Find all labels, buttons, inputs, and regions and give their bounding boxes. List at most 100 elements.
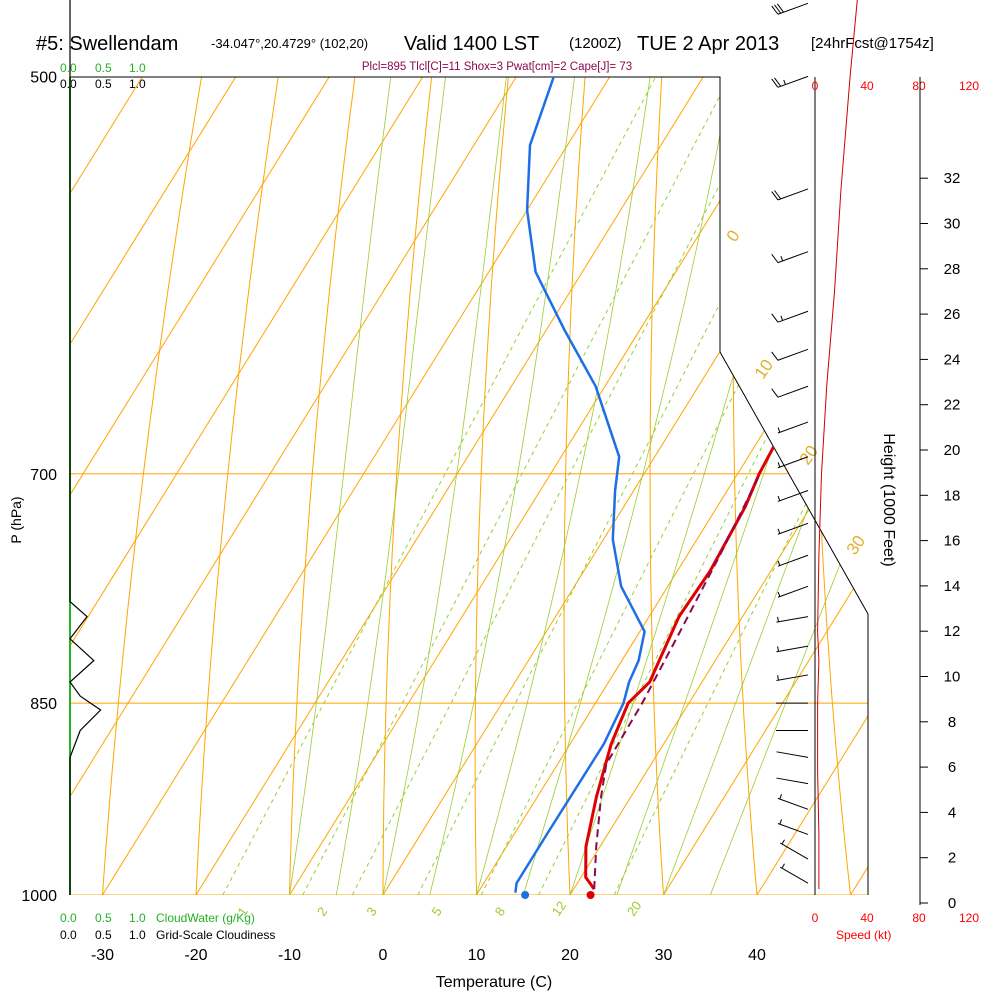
cloud-scale-bottom: 0.0 0.5 1.0 CloudWater (g/Kg) 0.0 0.5 1.… bbox=[60, 911, 275, 942]
wind-barb-staff bbox=[776, 777, 809, 785]
mixing-ratio-label: 3 bbox=[363, 904, 379, 919]
wind-barb-half-flag bbox=[783, 79, 786, 85]
temperature-tick-label: 20 bbox=[561, 947, 579, 964]
wind-barb-staff bbox=[780, 866, 809, 884]
height-tick-label: 24 bbox=[944, 351, 961, 368]
speed-top-tick-0: 0 bbox=[812, 79, 819, 93]
wind-barb-staff bbox=[777, 823, 809, 835]
moist-adiabat-line bbox=[289, 77, 519, 895]
forecast-tag: [24hrFcst@1754z] bbox=[811, 35, 934, 52]
cloudwater-label: CloudWater (g/Kg) bbox=[156, 911, 255, 925]
wind-barb bbox=[777, 794, 809, 810]
pressure-tick-label: 700 bbox=[30, 467, 57, 484]
temperature-tick-label: 40 bbox=[748, 947, 766, 964]
cloud-scale-top: 0.0 0.5 1.0 0.0 0.5 1.0 bbox=[60, 61, 146, 91]
moist-adiabat-line bbox=[476, 77, 763, 895]
wind-barb-flag bbox=[774, 190, 782, 200]
height-tick-label: 14 bbox=[944, 578, 961, 595]
wind-barb bbox=[771, 310, 809, 323]
isotherm-line bbox=[70, 77, 277, 895]
wind-barb bbox=[776, 751, 809, 758]
speed-profile-line bbox=[817, 0, 858, 890]
chart-header: #5: Swellendam -34.047°,20.4729° (102,20… bbox=[36, 33, 934, 73]
height-tick-label: 18 bbox=[944, 487, 961, 504]
cloud-water-line bbox=[69, 0, 102, 895]
wind-barb-flag bbox=[774, 4, 782, 14]
wind-barb-staff bbox=[777, 585, 809, 598]
mixing-ratio-line bbox=[302, 77, 868, 895]
cloudwater-tick-2: 1.0 bbox=[129, 911, 146, 925]
isotherm-line bbox=[70, 77, 651, 895]
wind-barb-half-flag bbox=[779, 819, 782, 825]
wind-barb-half-flag bbox=[777, 646, 779, 652]
wind-barb bbox=[777, 819, 809, 835]
parcel-trace bbox=[593, 473, 761, 890]
zulu-time: (1200Z) bbox=[569, 35, 622, 52]
wind-barb bbox=[776, 777, 809, 785]
temperature-tick-label: 10 bbox=[468, 947, 486, 964]
plot-frame bbox=[70, 76, 869, 895]
isotherm-line bbox=[195, 77, 868, 895]
wind-barb-flag bbox=[771, 313, 779, 323]
dewpoint-trace bbox=[514, 77, 832, 893]
wind-barb-staff bbox=[777, 310, 809, 323]
temperature-tick-label: -10 bbox=[278, 947, 301, 964]
wind-barb-staff bbox=[777, 522, 809, 535]
height-tick-label: 26 bbox=[944, 306, 961, 323]
wind-barb bbox=[771, 348, 809, 361]
mixing-ratio-line bbox=[538, 77, 868, 895]
adiabat-label: 20 bbox=[796, 442, 822, 468]
isotherm-line bbox=[102, 77, 868, 895]
wind-barb bbox=[777, 554, 809, 567]
dry-adiabat-line bbox=[968, 0, 1000, 895]
isotherm-line bbox=[382, 77, 868, 895]
wind-barb-half-flag bbox=[777, 591, 781, 597]
wind-barb-flag bbox=[771, 351, 779, 361]
wind-barb-staff bbox=[777, 188, 809, 201]
speed-bottom-tick-3: 120 bbox=[959, 911, 979, 925]
wind-barb-half-flag bbox=[777, 675, 779, 681]
wind-barb bbox=[771, 385, 809, 398]
moist-adiabat-line bbox=[569, 77, 868, 895]
pressure-tick-label: 850 bbox=[30, 696, 57, 713]
station-coords: -34.047°,20.4729° (102,20) bbox=[211, 36, 368, 51]
height-tick-label: 32 bbox=[944, 170, 961, 187]
wind-barb-flag bbox=[771, 191, 779, 201]
mixing-ratio-label: 5 bbox=[428, 904, 444, 919]
wind-barb-staff bbox=[777, 385, 809, 398]
height-tick-label: 30 bbox=[944, 216, 961, 233]
mixing-ratio-label: 8 bbox=[492, 904, 508, 919]
wind-barb bbox=[776, 616, 809, 623]
wind-barb-half-flag bbox=[777, 560, 781, 566]
wind-barb bbox=[771, 2, 809, 15]
mixing-ratio-line bbox=[417, 77, 868, 895]
isotherm-line bbox=[756, 77, 868, 895]
wind-barb-staff bbox=[776, 616, 809, 623]
wind-barb-flag bbox=[771, 388, 779, 398]
mixing-ratio-line bbox=[351, 77, 868, 895]
height-tick-label: 0 bbox=[948, 895, 956, 912]
height-tick-label: 6 bbox=[948, 759, 956, 776]
wind-barb-staff bbox=[777, 348, 809, 361]
height-tick-label: 16 bbox=[944, 533, 961, 550]
wind-barb bbox=[771, 251, 809, 264]
sounding-traces bbox=[514, 77, 868, 893]
wind-barbs bbox=[771, 2, 809, 884]
wind-barb-half-flag bbox=[781, 839, 785, 845]
cloudwater-tick-1: 0.5 bbox=[95, 911, 112, 925]
moist-adiabat-line bbox=[429, 77, 691, 895]
isotherm-line bbox=[70, 77, 868, 895]
isotherm-line bbox=[70, 77, 838, 895]
isotherm-line bbox=[289, 77, 868, 895]
isotherm-line bbox=[663, 77, 868, 895]
height-tick-label: 10 bbox=[944, 669, 961, 686]
wind-barb-half-flag bbox=[777, 462, 781, 468]
valid-time: Valid 1400 LST bbox=[404, 33, 539, 55]
wind-barb bbox=[780, 839, 809, 860]
temperature-tick-label: 0 bbox=[379, 947, 388, 964]
wind-barb-half-flag bbox=[780, 256, 784, 262]
speed-top-tick-1: 40 bbox=[860, 79, 874, 93]
cloudwater-top-tick-0: 0.0 bbox=[60, 61, 77, 75]
pressure-axis: 2503004005007008501000 bbox=[21, 69, 57, 905]
